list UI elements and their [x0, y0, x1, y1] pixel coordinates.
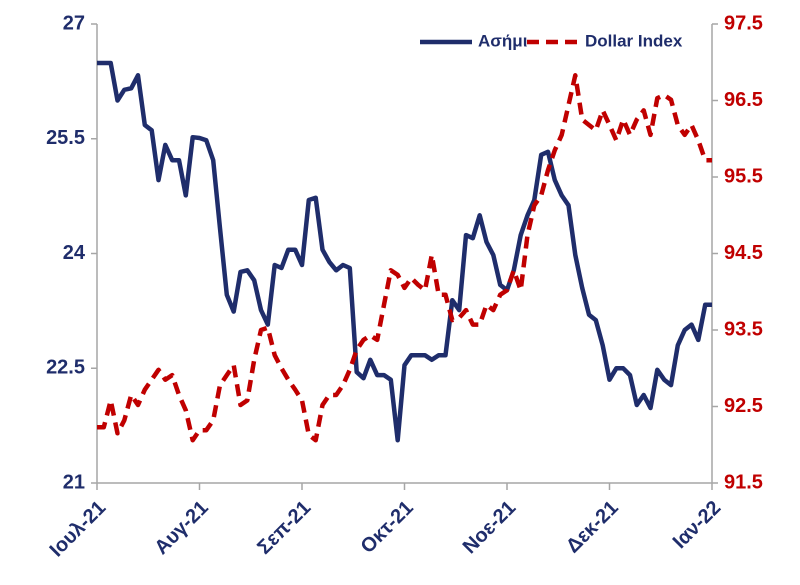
legend-label: Dollar Index: [585, 31, 683, 50]
y2-tick-label: 94.5: [724, 242, 763, 264]
x-tick-label: Δεκ-21: [562, 497, 623, 558]
x-tick-label: Οκτ-21: [357, 497, 418, 558]
y-tick-label: 22.5: [46, 357, 85, 379]
x-tick-label: Νοε-21: [459, 497, 521, 559]
series-line: [97, 60, 712, 443]
x-tick-label: Ιαν-22: [669, 497, 725, 553]
y-tick-label: 27: [63, 12, 85, 34]
x-tick-label: Ιουλ-21: [46, 497, 111, 562]
y2-tick-label: 93.5: [724, 318, 763, 340]
y-tick-label: 24: [63, 242, 86, 264]
y2-tick-label: 97.5: [724, 12, 763, 34]
y2-tick-label: 95.5: [724, 165, 763, 187]
y2-tick-label: 92.5: [724, 395, 763, 417]
y-tick-label: 21: [63, 471, 85, 493]
x-tick-label: Σεπ-21: [253, 497, 315, 559]
y-tick-label: 25.5: [46, 127, 85, 149]
legend-label: Ασήμι: [478, 31, 528, 50]
y2-tick-label: 96.5: [724, 89, 763, 111]
y2-tick-label: 91.5: [724, 471, 763, 493]
x-tick-label: Αυγ-21: [150, 497, 212, 559]
series-line: [97, 73, 712, 443]
